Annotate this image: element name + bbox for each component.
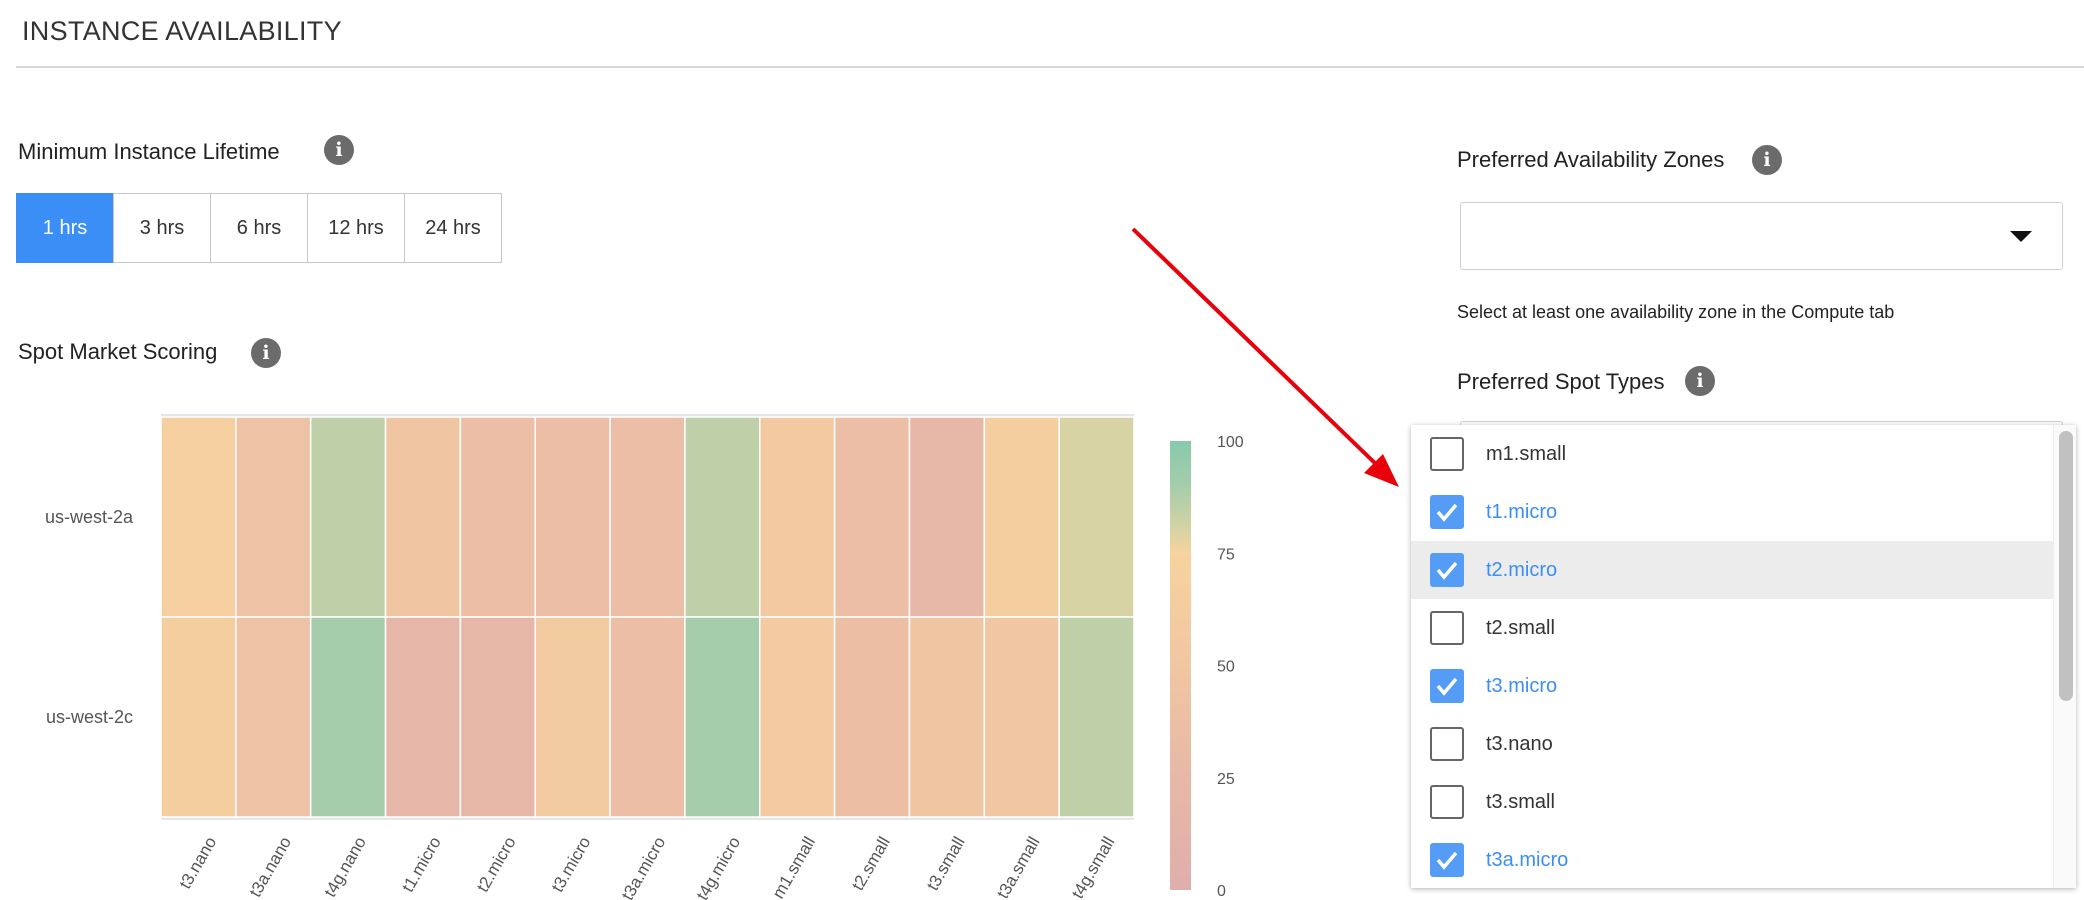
x-tick-label: t4g.micro (693, 834, 744, 900)
spot-types-label: Preferred Spot Types (1457, 369, 1665, 394)
colorbar-tick-label: 25 (1217, 771, 1235, 788)
lifetime-button-group: 1 hrs 3 hrs 6 hrs 12 hrs 24 hrs (16, 193, 502, 263)
heatmap-cell (534, 616, 611, 818)
checkbox[interactable] (1430, 843, 1464, 877)
colorbar-tick-label: 50 (1217, 659, 1235, 676)
spot-type-option[interactable]: t3.nano (1411, 715, 2056, 773)
spot-type-option[interactable]: t3.small (1411, 773, 2056, 831)
lifetime-option-button[interactable]: 6 hrs (210, 193, 308, 263)
arrow-head (1364, 454, 1399, 487)
spot-type-label: t2.small (1486, 616, 1555, 639)
y-tick-label: us-west-2a (45, 507, 134, 527)
x-tick-label: m1.small (769, 834, 819, 900)
check-icon (1436, 561, 1458, 580)
spot-type-label: t3.nano (1486, 732, 1553, 755)
x-tick-label: t3a.nano (246, 834, 296, 900)
heatmap-cell (1058, 616, 1135, 818)
heatmap-cell (235, 616, 312, 818)
spot-type-label: m1.small (1486, 442, 1567, 465)
colorbar (1170, 441, 1191, 890)
zones-select[interactable] (1460, 202, 2063, 270)
heatmap-cell (235, 416, 312, 618)
x-tick-label: t3.small (923, 834, 969, 894)
checkbox[interactable] (1430, 727, 1464, 761)
x-tick-label: t3a.micro (618, 834, 669, 900)
heatmap-cell (609, 616, 686, 818)
heatmap-cell (908, 416, 986, 618)
checkbox[interactable] (1430, 437, 1464, 471)
lifetime-option-button[interactable]: 24 hrs (404, 193, 502, 263)
x-tick-label: t3a.small (993, 834, 1043, 900)
colorbar-tick-label: 100 (1217, 434, 1244, 451)
spot-type-option[interactable]: t2.micro (1411, 541, 2056, 599)
heatmap-cell (833, 416, 911, 618)
lifetime-option-button[interactable]: 3 hrs (113, 193, 211, 263)
spot-types-dropdown: m1.small t1.micro t2.micro t2.small t3.micro… (1411, 425, 2076, 888)
check-icon (1436, 677, 1458, 696)
heatmap-cell (983, 416, 1060, 618)
heatmap-cell (160, 616, 237, 818)
checkbox[interactable] (1430, 611, 1464, 645)
spot-type-label: t3a.micro (1486, 848, 1569, 871)
heatmap-cell (309, 616, 387, 818)
heatmap-cell (309, 416, 387, 618)
x-tick-label: t2.micro (473, 834, 520, 896)
spot-type-option[interactable]: m1.small (1411, 425, 2056, 483)
checkbox[interactable] (1430, 495, 1464, 529)
checkbox[interactable] (1430, 669, 1464, 703)
heatmap-cell (983, 616, 1060, 818)
x-tick-label: t3.nano (175, 834, 220, 893)
heatmap-cell (759, 416, 836, 618)
heatmap-cell (609, 416, 686, 618)
spot-market-heatmap: us-west-2a us-west-2c t3.nano t3a.nano t4g.n… (45, 414, 1244, 900)
heatmap-cell (384, 416, 462, 618)
spot-type-option[interactable]: t3.micro (1411, 657, 2056, 715)
x-tick-label: t4g.small (1068, 834, 1118, 900)
lifetime-option-button[interactable]: 1 hrs (16, 193, 114, 263)
heatmap-cell (833, 616, 911, 818)
scoring-label: Spot Market Scoring (18, 339, 218, 364)
scrollbar[interactable] (2053, 425, 2076, 888)
zones-helper-text: Select at least one availability zone in… (1457, 302, 1895, 322)
check-icon (1436, 503, 1458, 522)
x-tick-label: t4g.nano (320, 834, 370, 900)
heatmap-cell (759, 616, 836, 818)
colorbar-tick-label: 75 (1217, 546, 1235, 563)
checkbox[interactable] (1430, 553, 1464, 587)
y-tick-label: us-west-2c (46, 707, 133, 727)
heatmap-cell (534, 416, 611, 618)
section-title: INSTANCE AVAILABILITY (22, 16, 342, 46)
info-icon[interactable]: i (1685, 366, 1715, 396)
heatmap-cell (684, 416, 761, 618)
spot-type-label: t2.micro (1486, 558, 1558, 581)
heatmap-cell (1058, 416, 1135, 618)
x-tick-label: t2.small (848, 834, 894, 894)
spot-type-option[interactable]: t1.micro (1411, 483, 2056, 541)
check-icon (1436, 851, 1458, 870)
heatmap-cell (459, 616, 536, 818)
lifetime-label: Minimum Instance Lifetime (18, 139, 280, 164)
chevron-down-icon (2010, 231, 2032, 242)
divider (16, 66, 2084, 68)
colorbar-tick-label: 0 (1217, 883, 1226, 900)
info-icon[interactable]: i (324, 135, 354, 165)
spot-type-label: t3.micro (1486, 674, 1558, 697)
x-tick-label: t1.micro (398, 834, 445, 896)
heatmap-cell (684, 616, 761, 818)
spot-type-option[interactable]: t3a.micro (1411, 831, 2056, 888)
spot-type-label: t1.micro (1486, 500, 1558, 523)
x-tick-label: t3.micro (548, 834, 595, 896)
spot-type-label: t3.small (1486, 790, 1555, 813)
spot-type-option[interactable]: t2.small (1411, 599, 2056, 657)
lifetime-option-button[interactable]: 12 hrs (307, 193, 405, 263)
heatmap-cell (384, 616, 462, 818)
checkbox[interactable] (1430, 785, 1464, 819)
info-icon[interactable]: i (1752, 145, 1782, 175)
scrollbar-thumb[interactable] (2059, 431, 2073, 701)
info-icon[interactable]: i (251, 338, 281, 368)
heatmap-cell (459, 416, 536, 618)
heatmap-cell (908, 616, 986, 818)
heatmap-cell (160, 416, 237, 618)
zones-label: Preferred Availability Zones (1457, 147, 1725, 172)
